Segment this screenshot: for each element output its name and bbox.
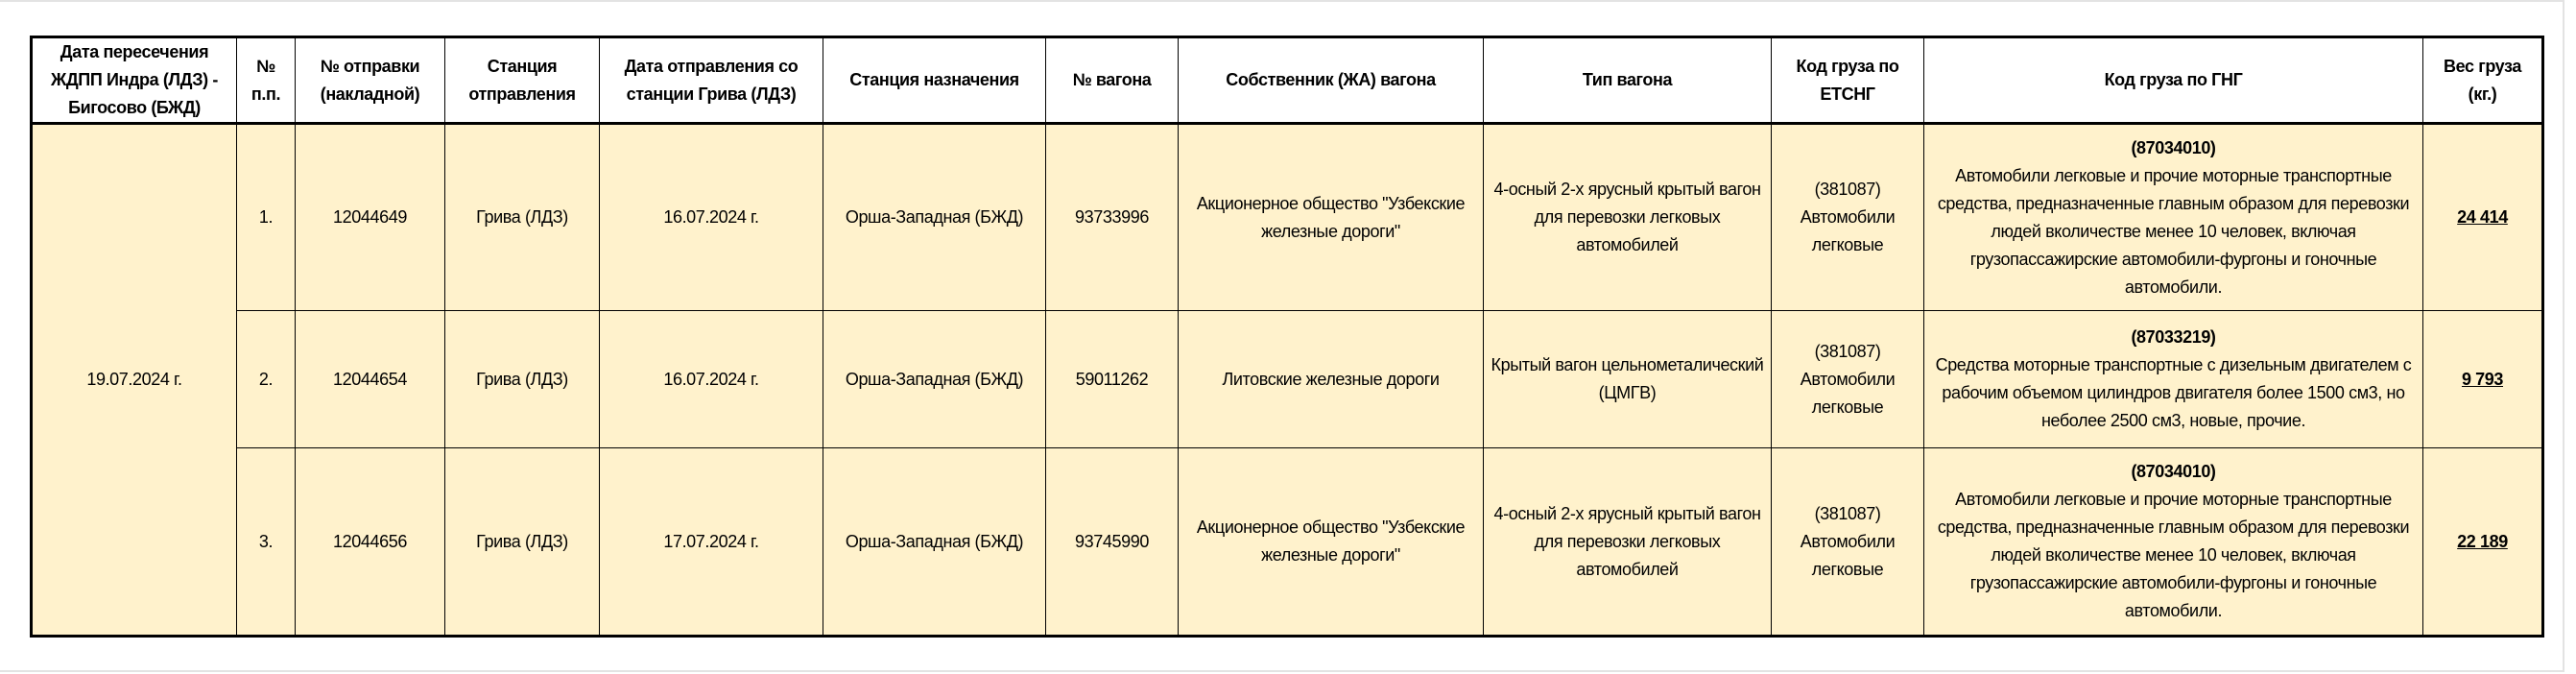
owner-cell: Акционерное общество "Узбекские железные… [1178,447,1484,637]
etsng-code: (381087) [1814,341,1881,361]
wagon-cell: 93745990 [1045,447,1179,637]
gng-code: (87033219) [2131,327,2216,347]
crossing-date-cell: 19.07.2024 г. [31,123,237,637]
gng-description: Автомобили легковые и прочие моторные тр… [1937,490,2410,620]
weight-cell: 24 414 [2422,123,2543,311]
gng-description: Автомобили легковые и прочие моторные тр… [1937,165,2410,297]
window-edge-right [2563,0,2564,672]
etsng-name: Автомобили легковые [1800,531,1896,579]
table-row: 19.07.2024 г. 1. 12044649 Грива (ЛДЗ) 16… [31,123,2543,637]
weight-cell: 22 189 [2422,447,2543,637]
gng-cell: (87033219) Средства моторные транспортные… [1923,310,2423,448]
etsng-code: (381087) [1814,180,1881,199]
etsng-code: (381087) [1814,503,1881,523]
gng-cell: (87034010) Автомобили легковые и прочие м… [1923,447,2423,637]
header-waybill: № отправки (накладной) [295,36,445,125]
from-station-cell: Грива (ЛДЗ) [444,310,600,448]
header-etsng: Код груза по ЕТСНГ [1771,36,1924,125]
waybill-cell: 12044654 [295,310,445,448]
weight-cell: 9 793 [2422,310,2543,448]
owner-cell: Акционерное общество "Узбекские железные… [1178,123,1484,311]
header-crossing-date: Дата пересечения ЖДПП Индра (ЛДЗ) - Биго… [31,36,237,125]
etsng-cell: (381087) Автомобили легковые [1771,310,1924,448]
num-cell: 3. [236,447,296,637]
to-station-cell: Орша-Западная (БЖД) [823,447,1046,637]
etsng-cell: (381087) Автомобили легковые [1771,447,1924,637]
num-cell: 1. [236,123,296,311]
waybill-cell: 12044649 [295,123,445,311]
window-edge-top [0,0,2564,2]
header-from-station: Станция отправления [444,36,600,125]
wagon-type-cell: Крытый вагон цельнометалический (ЦМГВ) [1483,310,1772,448]
header-row: Дата пересечения ЖДПП Индра (ЛДЗ) - Биго… [31,36,2543,125]
shipments-table: Дата пересечения ЖДПП Индра (ЛДЗ) - Биго… [30,36,2544,638]
header-wagon-type: Тип вагона [1483,36,1772,125]
gng-code: (87034010) [2131,462,2216,481]
wagon-cell: 93733996 [1045,123,1179,311]
departure-date-cell: 16.07.2024 г. [599,123,823,311]
departure-date-cell: 17.07.2024 г. [599,447,823,637]
wagon-type-cell: 4-осный 2-х ярусный крытый вагон для пер… [1483,123,1772,311]
table-row: 2. 12044654 Грива (ЛДЗ) 16.07.2024 г. Ор… [32,310,2543,448]
etsng-name: Автомобили легковые [1800,207,1896,254]
gng-cell: (87034010) Автомобили легковые и прочие м… [1923,123,2423,311]
gng-code: (87034010) [2131,137,2216,157]
header-wagon: № вагона [1045,36,1179,125]
owner-cell: Литовские железные дороги [1178,310,1484,448]
header-num: № п.п. [236,36,296,125]
etsng-name: Автомобили легковые [1800,369,1896,417]
num-cell: 2. [236,310,296,448]
from-station-cell: Грива (ЛДЗ) [444,123,600,311]
header-gng: Код груза по ГНГ [1923,36,2423,125]
table-row: 3. 12044656 Грива (ЛДЗ) 17.07.2024 г. Ор… [32,447,2543,637]
waybill-cell: 12044656 [295,447,445,637]
from-station-cell: Грива (ЛДЗ) [444,447,600,637]
etsng-cell: (381087) Автомобили легковые [1771,123,1924,311]
header-weight: Вес груза (кг.) [2422,36,2543,125]
wagon-cell: 59011262 [1045,310,1179,448]
to-station-cell: Орша-Западная (БЖД) [823,123,1046,311]
window-edge-bottom [0,670,2564,672]
header-departure-date: Дата отправления со станции Грива (ЛДЗ) [599,36,823,125]
header-owner: Собственник (ЖА) вагона [1178,36,1484,125]
departure-date-cell: 16.07.2024 г. [599,310,823,448]
header-to-station: Станция назначения [823,36,1046,125]
to-station-cell: Орша-Западная (БЖД) [823,310,1046,448]
wagon-type-cell: 4-осный 2-х ярусный крытый вагон для пер… [1483,447,1772,637]
gng-description: Средства моторные транспортные с дизельн… [1935,355,2412,430]
